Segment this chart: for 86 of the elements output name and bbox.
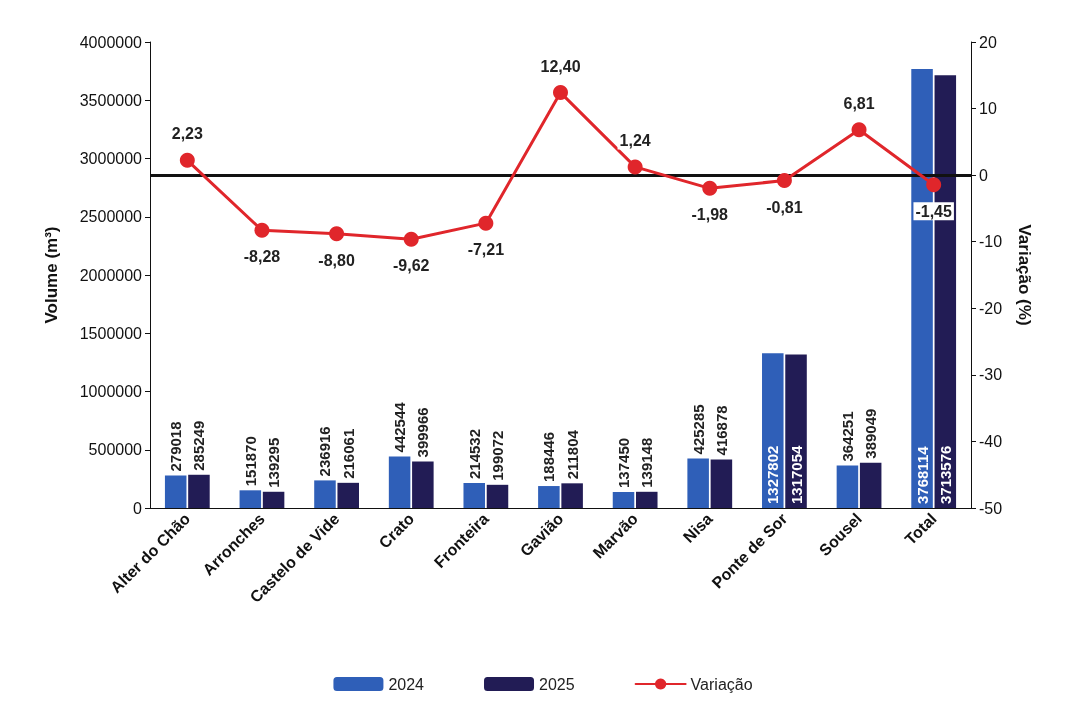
- bar: [785, 354, 807, 508]
- y-tick-label: 2500000: [79, 208, 143, 226]
- y2-tick-label: 10: [979, 100, 997, 118]
- y-axis-title: Volume (m³): [42, 226, 61, 324]
- data-label: 188446: [540, 431, 558, 483]
- y-tick-label: 4000000: [79, 33, 143, 51]
- data-label: 3768114: [913, 445, 931, 504]
- point: [702, 180, 718, 196]
- data-label: -7,21: [467, 241, 505, 259]
- bar: [337, 482, 359, 508]
- data-label: 199072: [488, 430, 506, 481]
- data-label: 2,23: [171, 125, 203, 143]
- y2-tick-label: -50: [979, 499, 1003, 517]
- data-label: -8,28: [243, 248, 281, 266]
- bar: [561, 483, 583, 508]
- legend-label: 2025: [539, 675, 575, 693]
- y-tick-label: 2000000: [79, 266, 143, 284]
- bar: [412, 461, 434, 508]
- data-label: -1,45: [915, 202, 953, 220]
- legend-label: 2024: [388, 675, 425, 693]
- point: [627, 159, 643, 175]
- y2-tick-label: -10: [979, 233, 1003, 251]
- y-tick-label: 500000: [88, 441, 143, 459]
- bar: [836, 465, 859, 508]
- point: [553, 85, 568, 101]
- y-tick-label: 3000000: [79, 150, 143, 167]
- y2-tick-label: 0: [979, 166, 988, 184]
- y2-tick-label: 20: [979, 33, 997, 51]
- data-label: 285249: [190, 420, 208, 471]
- y-tick-label: 3500000: [79, 91, 143, 109]
- data-label: 1,24: [619, 131, 651, 149]
- bar: [859, 462, 882, 508]
- data-label: -9,62: [392, 257, 430, 275]
- bar: [710, 459, 733, 508]
- point: [776, 173, 792, 189]
- bar: [164, 475, 187, 508]
- data-label: 399966: [414, 407, 432, 458]
- bar: [239, 490, 262, 508]
- data-label: -8,80: [318, 251, 355, 269]
- data-label: 151870: [241, 436, 259, 487]
- y2-tick-label: -40: [979, 432, 1003, 450]
- data-label: 139148: [638, 437, 656, 488]
- bar: [314, 480, 336, 508]
- legend-label: Variação: [690, 675, 753, 693]
- y2-tick-label: -20: [979, 299, 1003, 317]
- data-label: 1327802: [764, 445, 782, 504]
- point: [851, 122, 867, 138]
- point: [329, 226, 345, 242]
- bar: [486, 484, 509, 508]
- bar: [188, 474, 210, 508]
- point: [926, 177, 942, 193]
- data-label: 279018: [167, 421, 185, 472]
- point: [179, 152, 195, 168]
- point: [403, 231, 419, 247]
- bar: [463, 483, 485, 508]
- data-label: 425285: [689, 404, 707, 455]
- bar: [636, 491, 658, 508]
- y2-axis-title: Variação (%): [1015, 224, 1034, 326]
- y-tick-label: 1500000: [79, 324, 143, 342]
- data-label: 137450: [615, 437, 633, 488]
- data-label: 416878: [712, 405, 730, 456]
- y-tick-label: 1000000: [79, 383, 143, 400]
- point: [478, 215, 494, 231]
- data-label: -1,98: [691, 206, 729, 224]
- point: [254, 222, 270, 238]
- data-label: 214532: [465, 428, 483, 480]
- data-label: 364251: [838, 411, 856, 462]
- bar: [687, 458, 709, 508]
- data-label: 12,40: [540, 57, 581, 75]
- y2-tick-label: -30: [979, 366, 1003, 384]
- bar: [388, 456, 411, 508]
- data-label: 236916: [316, 426, 334, 477]
- data-label: 1317054: [787, 444, 805, 504]
- data-label: 216061: [339, 428, 357, 479]
- bar: [762, 353, 784, 508]
- bar: [612, 491, 635, 508]
- bar: [538, 486, 560, 508]
- data-label: 3713576: [936, 445, 954, 504]
- data-label: 389049: [862, 408, 880, 459]
- data-label: 442544: [391, 401, 409, 453]
- data-label: 211804: [563, 429, 581, 480]
- data-label: -0,81: [766, 198, 803, 216]
- bar: [262, 491, 285, 508]
- data-label: 139295: [265, 437, 283, 488]
- data-label: 6,81: [843, 94, 875, 112]
- y-tick-label: 0: [133, 499, 143, 517]
